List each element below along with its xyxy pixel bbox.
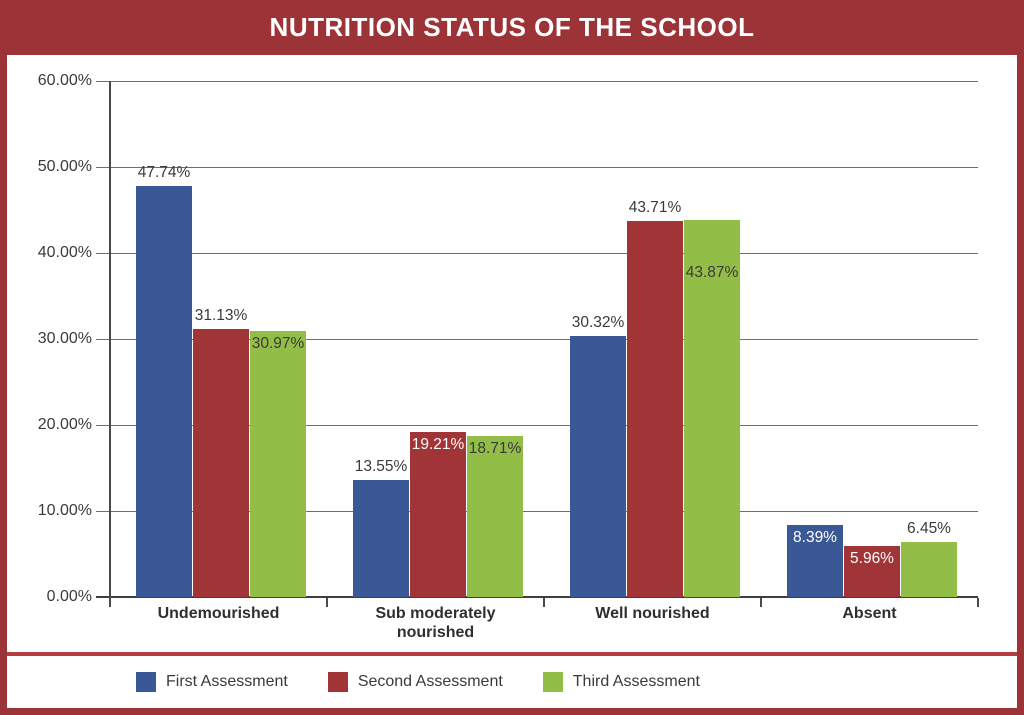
bar-value-label: 43.71% (628, 199, 682, 217)
legend-item: First Assessment (136, 672, 288, 692)
bar (844, 545, 900, 597)
bar (353, 480, 409, 597)
y-tick-label: 0.00% (46, 588, 92, 605)
bar-value-label: 31.13% (194, 307, 248, 325)
gridline (96, 424, 978, 426)
legend-row: First Assessment Second Assessment Third A… (136, 672, 700, 692)
bar (250, 330, 306, 597)
bar-value-label: 30.32% (571, 314, 625, 332)
legend-label: Third Assessment (572, 673, 700, 690)
category-label-text: Well nourished (595, 605, 710, 622)
bar-value-label: 19.21% (411, 435, 465, 453)
x-axis-tick (543, 598, 545, 607)
bar-value-label: 47.74% (137, 164, 191, 182)
title-banner: NUTRITION STATUS OF THE SCHOOL (0, 0, 1024, 55)
bar (901, 541, 957, 597)
y-tick-label: 40.00% (37, 244, 92, 261)
category-label-text: Absent (842, 605, 897, 622)
plot-area: 0.00% 10.00% 20.00% 30.00% 40.00% 50.00% 60.00… (7, 55, 1017, 652)
x-axis-line (96, 596, 978, 598)
y-tick-label: 30.00% (37, 330, 92, 347)
bar (467, 436, 523, 597)
gridline (96, 338, 978, 340)
bar-value-label: 5.96% (850, 549, 894, 567)
x-axis-tick (109, 598, 111, 607)
legend-item: Third Assessment (542, 672, 700, 692)
x-axis-tick (326, 598, 328, 607)
legend: First Assessment Second Assessment Third A… (7, 652, 1017, 708)
gridline (96, 166, 978, 168)
y-tick-label: 60.00% (37, 72, 92, 89)
bar (136, 186, 192, 597)
bar-value-label: 18.71% (468, 440, 522, 458)
y-tick-label: 50.00% (37, 158, 92, 175)
bar-value-label: 43.87% (685, 263, 739, 281)
x-axis-tick (760, 598, 762, 607)
bar (570, 336, 626, 597)
category-label: Sub moderately nourished (327, 604, 544, 642)
y-tick-label: 10.00% (37, 502, 92, 519)
bar-value-label: 30.97% (251, 334, 305, 352)
chart-title: NUTRITION STATUS OF THE SCHOOL (269, 12, 755, 42)
y-axis-line (109, 81, 111, 598)
category-label: Undemourished (110, 604, 327, 623)
legend-swatch (136, 672, 156, 692)
bar-value-label: 6.45% (907, 519, 951, 537)
gridline (96, 252, 978, 254)
legend-swatch (542, 672, 563, 692)
bar (627, 221, 683, 597)
bar (410, 431, 466, 597)
bar (787, 524, 843, 597)
legend-label: Second Assessment (357, 673, 503, 690)
y-tick-label: 20.00% (37, 416, 92, 433)
category-label-text: Undemourished (157, 605, 280, 622)
legend-label: First Assessment (166, 673, 288, 690)
x-axis-tick (977, 598, 979, 607)
category-label: Well nourished (544, 604, 761, 623)
category-label: Absent (761, 604, 978, 623)
gridline (96, 510, 978, 512)
bar-value-label: 13.55% (354, 458, 408, 476)
category-label-text: Sub moderately nourished (375, 605, 496, 641)
legend-swatch (327, 672, 348, 692)
bar-value-label: 8.39% (793, 528, 837, 546)
bar (684, 219, 740, 597)
gridline (96, 80, 978, 82)
bar (193, 329, 249, 597)
legend-item: Second Assessment (327, 672, 503, 692)
